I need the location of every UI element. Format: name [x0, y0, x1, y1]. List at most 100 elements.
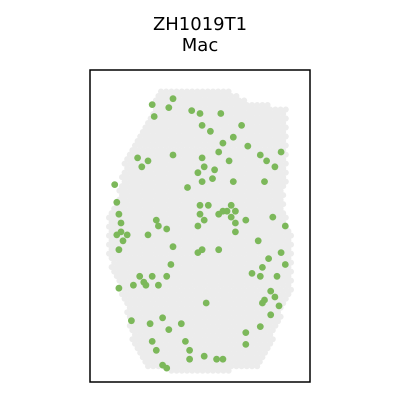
background-spot — [132, 142, 138, 149]
background-spot — [168, 268, 175, 275]
background-spot — [142, 124, 149, 131]
background-spot — [246, 295, 253, 302]
background-spot — [186, 255, 193, 262]
background-spot — [280, 174, 287, 181]
background-spot — [272, 187, 279, 194]
background-spot — [165, 120, 172, 126]
background-spot — [139, 246, 146, 253]
background-spot — [168, 196, 175, 203]
background-spot — [176, 354, 183, 361]
background-spot — [264, 129, 271, 135]
background-spot — [251, 313, 258, 320]
background-spot — [272, 223, 279, 230]
background-spot — [160, 282, 167, 289]
background-spot — [254, 120, 261, 126]
background-spot — [251, 277, 258, 284]
background-spot — [241, 115, 248, 122]
background-spot — [145, 183, 151, 190]
background-spot — [217, 156, 224, 163]
background-spot — [152, 232, 159, 239]
background-spot — [184, 241, 190, 248]
background-spot — [126, 151, 133, 158]
background-spot — [256, 349, 263, 356]
background-spot — [207, 210, 214, 217]
background-spot — [282, 286, 289, 293]
background-spot — [171, 309, 177, 316]
background-spot — [282, 241, 289, 248]
background-spot — [228, 309, 235, 316]
background-spot — [155, 183, 162, 190]
background-spot — [272, 169, 279, 176]
background-spot — [243, 210, 250, 217]
background-spot — [233, 102, 240, 108]
chart-subtitle: Mac — [181, 35, 219, 56]
background-spot — [165, 291, 172, 298]
background-spot — [165, 147, 172, 154]
background-spot — [217, 93, 224, 99]
highlighted-spot — [165, 326, 173, 333]
background-spot — [168, 232, 175, 239]
background-spot — [121, 196, 128, 203]
background-spot — [171, 282, 177, 289]
background-spot — [285, 282, 292, 289]
background-spot — [277, 295, 284, 302]
background-spot — [277, 196, 284, 203]
background-spot — [197, 237, 203, 244]
background-spot — [264, 219, 271, 226]
background-spot — [168, 331, 175, 338]
highlighted-spot — [163, 225, 171, 233]
background-spot — [178, 187, 185, 194]
background-spot — [145, 120, 151, 126]
background-spot — [163, 250, 170, 257]
background-spot — [145, 255, 151, 262]
background-spot — [243, 363, 250, 370]
background-spot — [210, 142, 216, 149]
background-spot — [129, 246, 136, 253]
background-spot — [163, 304, 170, 311]
background-spot — [220, 367, 227, 374]
background-spot — [236, 349, 242, 356]
background-spot — [176, 246, 183, 253]
background-spot — [267, 223, 274, 230]
background-spot — [236, 268, 242, 275]
background-spot — [223, 129, 229, 135]
background-spot — [204, 322, 211, 329]
background-spot — [256, 160, 263, 167]
background-spot — [171, 354, 177, 361]
background-spot — [139, 147, 146, 154]
background-spot — [191, 192, 198, 199]
background-spot — [155, 327, 162, 334]
background-spot — [129, 273, 136, 280]
background-spot — [160, 327, 167, 334]
background-spot — [173, 160, 180, 167]
background-spot — [189, 205, 196, 212]
background-spot — [282, 115, 289, 122]
background-spot — [165, 183, 172, 190]
background-spot — [173, 250, 180, 257]
background-spot — [171, 102, 177, 108]
background-spot — [225, 187, 232, 194]
background-spot — [225, 268, 232, 275]
background-spot — [280, 282, 287, 289]
background-spot — [215, 187, 222, 194]
background-spot — [225, 223, 232, 230]
background-spot — [288, 286, 294, 293]
background-spot — [181, 255, 188, 262]
background-spot — [215, 97, 222, 104]
background-spot — [262, 331, 268, 338]
background-spot — [186, 174, 193, 181]
background-spot — [158, 178, 164, 185]
background-spot — [191, 228, 198, 235]
background-spot — [241, 160, 248, 167]
background-spot — [163, 340, 170, 347]
background-spot — [251, 232, 258, 239]
background-spot — [106, 241, 112, 248]
background-spot — [275, 201, 281, 208]
background-spot — [132, 160, 138, 167]
background-spot — [230, 295, 237, 302]
highlighted-spot — [142, 281, 150, 289]
background-spot — [150, 327, 157, 334]
background-spot — [230, 169, 237, 176]
chart-title: ZH1019T1 — [152, 14, 248, 35]
background-spot — [251, 340, 258, 347]
